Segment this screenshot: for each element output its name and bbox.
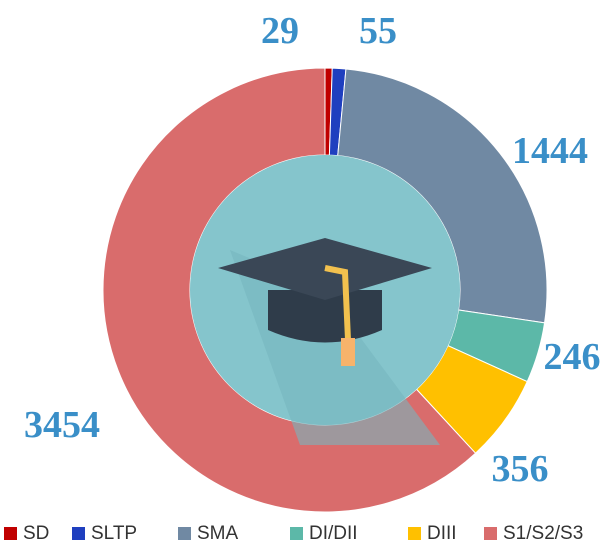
value-label: 1444: [512, 130, 588, 172]
value-label: 29: [261, 10, 299, 52]
legend-label: SMA: [197, 523, 239, 544]
legend-swatch: [290, 527, 303, 540]
legend-label: SLTP: [91, 523, 137, 544]
legend-swatch: [484, 527, 497, 540]
graduation-cap-icon: [218, 238, 432, 366]
value-label: 55: [359, 10, 397, 52]
legend: SD SLTP SMA DI/DII DIII S1/S2/S3: [4, 523, 583, 544]
legend-swatch: [178, 527, 191, 540]
legend-label: DI/DII: [309, 523, 358, 544]
legend-swatch: [4, 527, 17, 540]
legend-label: S1/S2/S3: [503, 523, 583, 544]
legend-label: DIII: [427, 523, 457, 544]
value-label: 246: [544, 336, 601, 378]
legend-label: SD: [23, 523, 49, 544]
legend-swatch: [72, 527, 85, 540]
value-label: 356: [492, 448, 549, 490]
legend-swatch: [408, 527, 421, 540]
value-label: 3454: [24, 404, 100, 446]
value-labels: 29 55 1444 246 356 3454: [24, 10, 601, 490]
